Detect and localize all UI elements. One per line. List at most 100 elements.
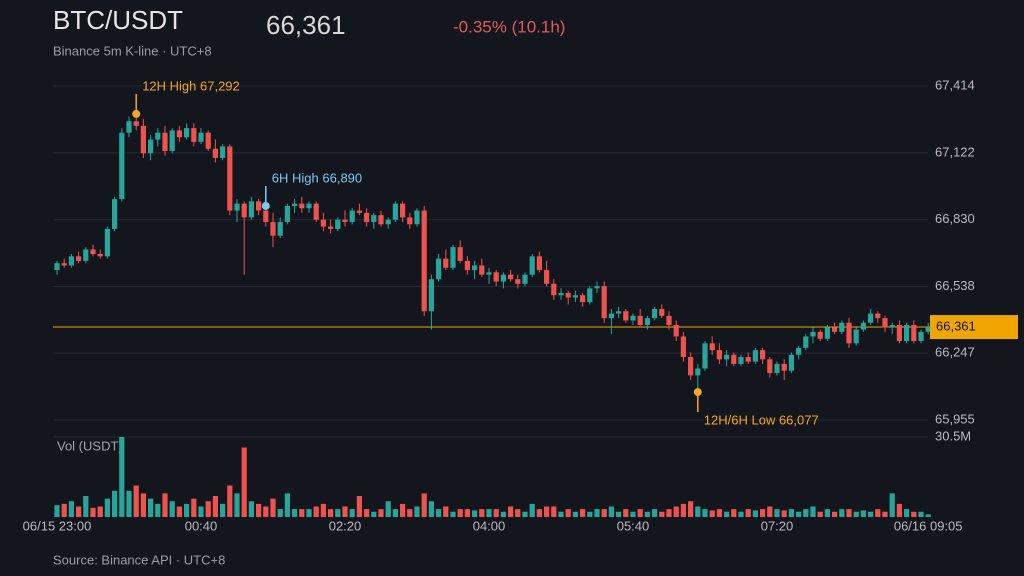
candle-body [256,201,262,211]
volume-bar [277,509,283,517]
chart-title: BTC/USDT [53,5,183,35]
candle-body [356,210,362,213]
volume-bar [817,511,823,517]
candle-body [148,139,154,154]
volume-bar [824,509,830,517]
candle-body [875,313,881,319]
x-tick-label: 02:20 [329,518,362,533]
candle-body [176,130,182,138]
candle-body [428,279,434,312]
volume-bar [846,509,852,517]
volume-bar [558,511,564,517]
candle-body [839,322,845,332]
candle-body [666,315,672,325]
candle-body [882,318,888,328]
volume-bar [450,511,456,517]
candle-body [918,331,924,342]
volume-bar [752,510,758,517]
candle-body [925,327,931,332]
volume-bar [738,511,744,517]
volume-bar [162,493,168,517]
volume-bar [169,501,175,517]
annotation-marker [693,388,702,397]
candle-body [306,203,312,209]
volume-bar [788,509,794,517]
volume-bar [544,506,550,517]
volume-bar [536,509,542,517]
candle-body [54,263,60,271]
x-tick-label: 07:20 [761,518,794,533]
candle-body [659,308,665,316]
candle-body [400,203,406,218]
volume-bar [673,506,679,517]
volume-bar [104,498,110,517]
volume-bar [896,503,902,517]
volume-bar [839,509,845,517]
candle-body [479,265,485,275]
volume-tick-label: 30.5M [935,428,971,443]
volume-bar [61,503,67,517]
volume-bar [385,501,391,517]
annotation-text: 12H/6H Low 66,077 [704,413,819,428]
candle-body [623,311,629,321]
candle-body [169,130,175,152]
candle-body [220,146,226,158]
volume-bar [443,506,449,517]
volume-bar [428,501,434,517]
volume-bar [508,506,514,517]
candle-body [104,228,110,257]
volume-bar [767,506,773,517]
candle-body [162,132,168,152]
candle-body [760,350,766,360]
candle-body [594,286,600,289]
volume-bar [803,509,809,517]
x-tick-label: 04:00 [473,518,506,533]
candle-body [522,274,528,284]
candle-body [313,203,319,220]
candle-body [421,210,427,312]
candle-body [868,313,874,323]
volume-bar [904,509,910,517]
candle-body [227,146,233,211]
volume-bar [565,509,571,517]
volume-bar [875,509,881,517]
volume-bar [220,503,226,517]
candle-body [673,324,679,337]
volume-bar [666,509,672,517]
y-tick-label: 66,247 [935,345,975,360]
volume-bar [421,493,427,517]
volume-bar [587,511,593,517]
volume-bar [68,501,74,517]
volume-bar [191,498,197,517]
candle-body [414,210,420,225]
volume-bar [832,511,838,517]
volume-bar [284,493,290,517]
candle-body [616,311,622,314]
volume-bar [76,506,82,517]
annotation-marker [261,201,270,210]
volume-bar [637,509,643,517]
y-tick-label: 65,955 [935,411,975,426]
candle-body [371,215,377,222]
volume-bar [659,511,665,517]
volume-bar [594,509,600,517]
candle-body [846,322,852,344]
candle-body [580,295,586,303]
candle-body [652,308,658,319]
candle-body [407,217,413,225]
y-tick-label: 67,414 [935,77,975,92]
candle-body [781,363,787,371]
volume-bar [54,505,60,517]
volume-bar [342,506,348,517]
candle-body [565,292,571,298]
volume-bar [184,503,190,517]
candle-body [853,329,859,344]
candle-body [558,292,564,296]
volume-bar [140,493,146,517]
candle-body [97,254,103,257]
candle-body [608,313,614,319]
candle-body [284,205,290,222]
volume-bar [407,509,413,517]
candle-body [270,221,276,236]
candle-body [436,258,442,280]
